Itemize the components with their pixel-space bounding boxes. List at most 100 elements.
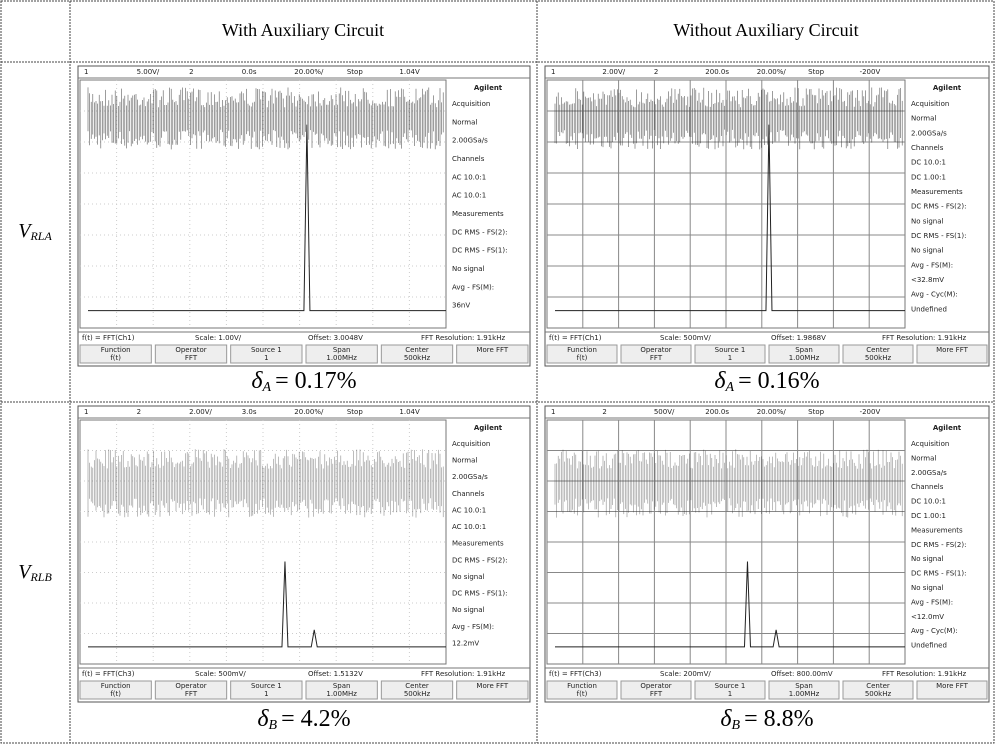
soft-key-value: 1.00MHz — [326, 690, 357, 698]
scope-side-label: 2.00GSa/s — [452, 137, 488, 145]
soft-key-label: Center — [405, 346, 429, 354]
soft-key-value: 500kHz — [404, 354, 431, 362]
scope-bottom-label: f(t) = FFT(Ch1) — [82, 334, 135, 342]
soft-key — [694, 680, 766, 700]
soft-key-value: FFT — [185, 354, 198, 362]
soft-key — [620, 344, 692, 364]
scope-side-label: No signal — [911, 555, 944, 563]
scope-side-label: Undefined — [911, 642, 947, 650]
caption-symbol: δ — [720, 706, 732, 732]
soft-key-label: Source 1 — [251, 346, 282, 354]
scope-bottom-label: FFT Resolution: 1.91kHz — [421, 334, 505, 342]
scope-side-label: Channels — [452, 490, 485, 498]
scope-bottom-label: FFT Resolution: 1.91kHz — [882, 670, 966, 678]
brand: Agilent — [474, 84, 503, 92]
soft-key-label: Source 1 — [715, 682, 746, 690]
scope-side-label: Avg - Cyc(M): — [911, 291, 958, 299]
soft-key-label: More FFT — [476, 346, 509, 354]
scope-side-label: Measurements — [911, 188, 963, 196]
row-subscript: RLA — [29, 229, 52, 243]
scope-side-label: DC RMS - FS(1): — [911, 570, 966, 578]
caption-symbol: δ — [257, 706, 269, 732]
oscilloscope: 1 5.00V/2 0.0s 20.00%/ Stop 1.04V Agilent Acqui… — [77, 65, 531, 367]
soft-key-value: 500kHz — [865, 690, 892, 698]
soft-key-value: 1.00MHz — [326, 354, 357, 362]
scope-side-label: AC 10.0:1 — [452, 192, 486, 200]
scope-top-label: 1 — [84, 68, 88, 76]
soft-key-label: More FFT — [936, 346, 969, 354]
soft-key-value: 1.00MHz — [789, 690, 820, 698]
scope-side-label: AC 10.0:1 — [452, 506, 486, 514]
scope-top-label: 2 — [137, 408, 141, 416]
waveform — [554, 449, 903, 518]
scope-side-label: AC 10.0:1 — [452, 523, 486, 531]
scope-side-label: 36nV — [452, 302, 470, 310]
scope-top-label: 200.0s — [705, 68, 729, 76]
row-subscript: RLB — [29, 570, 52, 584]
scope-side-label: Measurements — [911, 526, 963, 534]
scope-top-label: 20.00%/ — [294, 408, 324, 416]
scope-bottom-label: Offset: 3.0048V — [308, 334, 363, 342]
scope-bottom-label: FFT Resolution: 1.91kHz — [882, 334, 966, 342]
oscilloscope: 1 2.00V/2 200.0s 20.00%/ Stop -200V Agilent Acq… — [544, 65, 990, 367]
scope-side-label: No signal — [911, 247, 944, 255]
waveform — [87, 449, 444, 518]
soft-key-value: FFT — [650, 354, 663, 362]
scope-top-label: Stop — [347, 408, 363, 416]
scope-side-label: No signal — [911, 584, 944, 592]
scope-bottom-label: f(t) = FFT(Ch1) — [549, 334, 602, 342]
scope-side-label: No signal — [911, 217, 944, 225]
scope-side-label: Channels — [452, 155, 485, 163]
scope-side-label: 12.2mV — [452, 639, 479, 647]
scope-bottom-label: Offset: 1.9868V — [771, 334, 826, 342]
soft-key — [305, 680, 378, 700]
caption-value: = 8.8% — [744, 706, 814, 732]
soft-key-label: Function — [101, 346, 131, 354]
soft-key-value: 1 — [728, 354, 732, 362]
scope-top-label: 1 — [551, 408, 555, 416]
scope-top-label: 2 — [602, 408, 606, 416]
scope-top-label: 2.00V/ — [602, 68, 625, 76]
scope-top-label: 1 — [84, 408, 88, 416]
scope-bottom-label: Offset: 800.00mV — [771, 670, 833, 678]
scope-side-label: DC RMS - FS(2): — [911, 203, 966, 211]
soft-key-label: Operator — [175, 346, 206, 354]
scope-side-label: No signal — [452, 573, 485, 581]
soft-key — [230, 680, 303, 700]
soft-key — [79, 344, 152, 364]
caption: δA = 0.17% — [251, 368, 356, 396]
soft-key — [456, 344, 529, 364]
soft-key-value: 1 — [264, 354, 268, 362]
row-symbol: V — [18, 220, 33, 242]
soft-key-value: f(t) — [110, 354, 121, 362]
soft-key-value: 1 — [728, 690, 732, 698]
waveform — [87, 87, 444, 150]
caption-value: = 4.2% — [281, 706, 351, 732]
scope-top-label: 500V/ — [654, 408, 675, 416]
scope-bottom-label: FFT Resolution: 1.91kHz — [421, 670, 505, 678]
soft-key — [620, 680, 692, 700]
scope-top-label: 3.0s — [242, 408, 257, 416]
scope-side-label: DC RMS - FS(2): — [452, 556, 507, 564]
scope-side-label: DC RMS - FS(1): — [452, 247, 507, 255]
soft-key — [694, 344, 766, 364]
soft-key-label: Center — [866, 682, 890, 690]
row-symbol: V — [18, 561, 33, 583]
caption-value: = 0.17% — [275, 368, 357, 394]
scope-top-label: Stop — [808, 68, 824, 76]
soft-key — [456, 680, 529, 700]
soft-key-label: Span — [333, 682, 351, 690]
scope-top-label: 1 — [551, 68, 555, 76]
soft-key-label: Source 1 — [251, 682, 282, 690]
scope-side-label: 2.00GSa/s — [911, 469, 947, 477]
soft-key — [230, 344, 303, 364]
soft-key-value: f(t) — [577, 354, 588, 362]
soft-key-value: 500kHz — [865, 354, 892, 362]
soft-key-value: f(t) — [577, 690, 588, 698]
waveform — [554, 87, 903, 150]
scope-side-label: No signal — [452, 265, 485, 273]
scope-top-label: 2.00V/ — [189, 408, 212, 416]
row-label: VRLA — [18, 220, 52, 243]
